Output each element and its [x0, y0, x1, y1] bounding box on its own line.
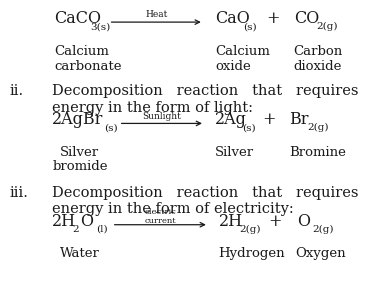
Text: dioxide: dioxide	[294, 60, 342, 73]
Text: (l): (l)	[96, 225, 108, 234]
Text: Decomposition   reaction   that   requires: Decomposition reaction that requires	[52, 186, 359, 200]
Text: iii.: iii.	[10, 186, 29, 200]
Text: Calcium: Calcium	[54, 45, 109, 58]
Text: (s): (s)	[242, 123, 256, 133]
Text: Hydrogen: Hydrogen	[218, 247, 285, 260]
Text: 3(s): 3(s)	[90, 22, 111, 31]
Text: Silver: Silver	[60, 146, 99, 159]
Text: Carbon: Carbon	[294, 45, 343, 58]
Text: Oxygen: Oxygen	[296, 247, 346, 260]
Text: (s): (s)	[104, 123, 118, 133]
Text: CO: CO	[294, 10, 319, 27]
Text: bromide: bromide	[52, 160, 108, 173]
Text: Water: Water	[60, 247, 100, 260]
Text: O: O	[80, 213, 94, 230]
Text: energy in the form of light:: energy in the form of light:	[52, 101, 253, 115]
Text: 2Ag: 2Ag	[215, 111, 247, 128]
Text: O: O	[297, 213, 310, 230]
Text: 2(g): 2(g)	[308, 123, 329, 133]
Text: (s): (s)	[243, 22, 257, 31]
Text: Br: Br	[289, 111, 308, 128]
Text: CaCO: CaCO	[54, 10, 101, 27]
Text: 2AgBr: 2AgBr	[52, 111, 104, 128]
Text: Sunlight: Sunlight	[142, 112, 181, 121]
Text: Decomposition   reaction   that   requires: Decomposition reaction that requires	[52, 84, 359, 99]
Text: Heat: Heat	[145, 10, 167, 19]
Text: Silver: Silver	[215, 146, 255, 159]
Text: +: +	[263, 111, 276, 128]
Text: 2H: 2H	[52, 213, 76, 230]
Text: carbonate: carbonate	[54, 60, 122, 73]
Text: 2H: 2H	[219, 213, 243, 230]
Text: energy in the form of electricity:: energy in the form of electricity:	[52, 202, 294, 216]
Text: electric
current: electric current	[144, 208, 176, 225]
Text: CaO: CaO	[215, 10, 250, 27]
Text: 2(g): 2(g)	[312, 225, 333, 234]
Text: ii.: ii.	[10, 84, 24, 99]
Text: oxide: oxide	[215, 60, 251, 73]
Text: Bromine: Bromine	[289, 146, 346, 159]
Text: 2(g): 2(g)	[240, 225, 261, 234]
Text: +: +	[268, 213, 282, 230]
Text: 2: 2	[73, 225, 79, 234]
Text: 2(g): 2(g)	[316, 22, 338, 31]
Text: +: +	[266, 10, 279, 27]
Text: Calcium: Calcium	[215, 45, 270, 58]
